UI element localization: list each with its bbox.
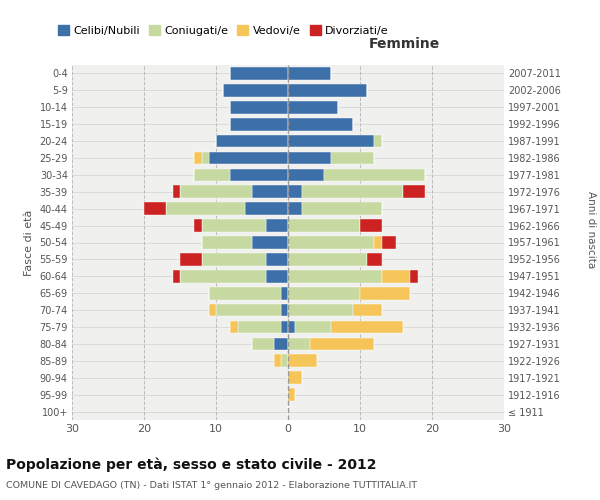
- Bar: [288, 84, 367, 96]
- Bar: [295, 320, 331, 334]
- Bar: [288, 372, 302, 384]
- Bar: [230, 320, 238, 334]
- Bar: [266, 253, 288, 266]
- Bar: [216, 304, 281, 316]
- Bar: [238, 320, 281, 334]
- Bar: [180, 270, 266, 282]
- Bar: [230, 67, 288, 80]
- Bar: [252, 236, 288, 249]
- Bar: [288, 134, 374, 147]
- Bar: [266, 220, 288, 232]
- Bar: [230, 101, 288, 114]
- Bar: [302, 202, 382, 215]
- Bar: [288, 253, 367, 266]
- Bar: [288, 270, 382, 282]
- Bar: [288, 320, 295, 334]
- Bar: [166, 202, 245, 215]
- Text: Anni di nascita: Anni di nascita: [586, 192, 596, 268]
- Bar: [324, 168, 425, 181]
- Bar: [382, 236, 396, 249]
- Bar: [360, 220, 382, 232]
- Bar: [194, 168, 230, 181]
- Bar: [374, 134, 382, 147]
- Bar: [353, 304, 382, 316]
- Bar: [288, 388, 295, 401]
- Bar: [288, 67, 331, 80]
- Bar: [331, 320, 403, 334]
- Bar: [180, 186, 252, 198]
- Bar: [202, 253, 266, 266]
- Bar: [288, 220, 360, 232]
- Bar: [202, 220, 266, 232]
- Bar: [281, 320, 288, 334]
- Bar: [360, 287, 410, 300]
- Bar: [288, 354, 317, 367]
- Bar: [252, 338, 274, 350]
- Bar: [266, 270, 288, 282]
- Bar: [288, 186, 302, 198]
- Bar: [252, 186, 288, 198]
- Bar: [230, 118, 288, 130]
- Bar: [216, 134, 288, 147]
- Bar: [144, 202, 166, 215]
- Bar: [410, 270, 418, 282]
- Bar: [245, 202, 288, 215]
- Bar: [288, 304, 353, 316]
- Bar: [281, 354, 288, 367]
- Bar: [209, 304, 216, 316]
- Bar: [288, 101, 338, 114]
- Bar: [281, 304, 288, 316]
- Bar: [173, 270, 180, 282]
- Bar: [223, 84, 288, 96]
- Bar: [302, 186, 403, 198]
- Bar: [310, 338, 374, 350]
- Bar: [288, 202, 302, 215]
- Bar: [209, 152, 288, 164]
- Bar: [288, 118, 353, 130]
- Text: Popolazione per età, sesso e stato civile - 2012: Popolazione per età, sesso e stato civil…: [6, 458, 377, 472]
- Bar: [288, 152, 331, 164]
- Bar: [274, 338, 288, 350]
- Bar: [230, 168, 288, 181]
- Text: COMUNE DI CAVEDAGO (TN) - Dati ISTAT 1° gennaio 2012 - Elaborazione TUTTITALIA.I: COMUNE DI CAVEDAGO (TN) - Dati ISTAT 1° …: [6, 481, 417, 490]
- Bar: [202, 236, 252, 249]
- Bar: [367, 253, 382, 266]
- Bar: [202, 152, 209, 164]
- Bar: [288, 236, 374, 249]
- Bar: [209, 287, 281, 300]
- Text: Femmine: Femmine: [369, 37, 440, 51]
- Y-axis label: Fasce di età: Fasce di età: [24, 210, 34, 276]
- Bar: [331, 152, 374, 164]
- Bar: [194, 220, 202, 232]
- Bar: [374, 236, 382, 249]
- Bar: [382, 270, 410, 282]
- Bar: [180, 253, 202, 266]
- Bar: [403, 186, 425, 198]
- Bar: [288, 338, 310, 350]
- Bar: [173, 186, 180, 198]
- Bar: [288, 287, 360, 300]
- Bar: [281, 287, 288, 300]
- Legend: Celibi/Nubili, Coniugati/e, Vedovi/e, Divorziati/e: Celibi/Nubili, Coniugati/e, Vedovi/e, Di…: [53, 21, 393, 40]
- Bar: [194, 152, 202, 164]
- Bar: [274, 354, 281, 367]
- Bar: [288, 168, 324, 181]
